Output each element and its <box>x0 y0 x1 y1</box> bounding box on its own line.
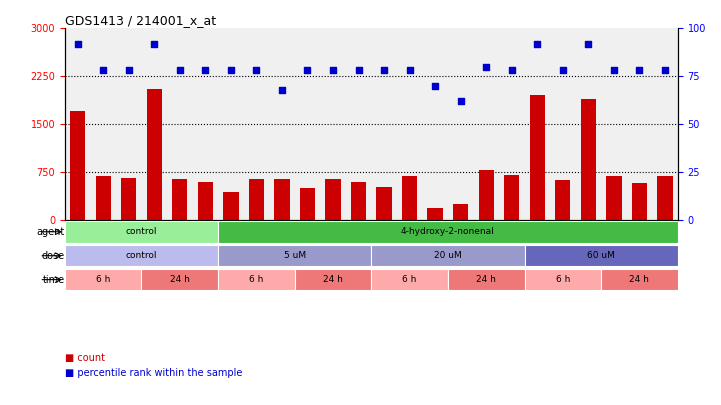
Point <box>659 67 671 74</box>
Point <box>225 67 236 74</box>
Text: 24 h: 24 h <box>629 275 650 284</box>
Text: 6 h: 6 h <box>556 275 570 284</box>
Point <box>455 98 466 104</box>
Bar <box>121 178 136 220</box>
Bar <box>632 183 647 220</box>
Bar <box>274 179 290 220</box>
Bar <box>224 192 239 220</box>
Bar <box>198 182 213 220</box>
Bar <box>555 179 570 220</box>
Bar <box>580 98 596 220</box>
Point <box>430 83 441 89</box>
Point <box>531 40 543 47</box>
Text: 6 h: 6 h <box>249 275 264 284</box>
Text: 5 uM: 5 uM <box>283 251 306 260</box>
Text: 24 h: 24 h <box>323 275 343 284</box>
Point <box>404 67 415 74</box>
FancyBboxPatch shape <box>371 269 448 290</box>
Point <box>123 67 135 74</box>
Bar <box>351 181 366 220</box>
Point <box>480 64 492 70</box>
Bar <box>530 95 545 220</box>
Bar <box>95 177 111 220</box>
Point <box>174 67 185 74</box>
FancyBboxPatch shape <box>218 269 295 290</box>
Bar <box>453 204 469 220</box>
Text: 24 h: 24 h <box>170 275 190 284</box>
FancyBboxPatch shape <box>525 245 678 266</box>
Point <box>506 67 518 74</box>
FancyBboxPatch shape <box>65 269 141 290</box>
Bar <box>428 208 443 220</box>
Point <box>276 86 288 93</box>
Point <box>557 67 569 74</box>
FancyBboxPatch shape <box>65 221 218 243</box>
Text: control: control <box>125 251 157 260</box>
Bar <box>479 170 494 220</box>
FancyBboxPatch shape <box>218 245 371 266</box>
Text: time: time <box>43 275 65 285</box>
FancyBboxPatch shape <box>448 269 525 290</box>
FancyBboxPatch shape <box>295 269 371 290</box>
FancyBboxPatch shape <box>525 269 601 290</box>
Text: 24 h: 24 h <box>477 275 496 284</box>
Point <box>608 67 619 74</box>
Text: ■ percentile rank within the sample: ■ percentile rank within the sample <box>65 368 242 377</box>
Point <box>200 67 211 74</box>
Text: dose: dose <box>42 251 65 261</box>
Bar <box>70 111 85 220</box>
Text: 6 h: 6 h <box>96 275 110 284</box>
FancyBboxPatch shape <box>141 269 218 290</box>
Point <box>97 67 109 74</box>
Text: 4-hydroxy-2-nonenal: 4-hydroxy-2-nonenal <box>401 227 495 236</box>
Bar <box>172 179 187 220</box>
Bar <box>325 179 340 220</box>
Bar <box>402 177 417 220</box>
Text: agent: agent <box>37 227 65 237</box>
FancyBboxPatch shape <box>601 269 678 290</box>
Text: ■ count: ■ count <box>65 354 105 363</box>
Point <box>149 40 160 47</box>
Point <box>634 67 645 74</box>
Point <box>327 67 339 74</box>
Point <box>379 67 390 74</box>
Bar <box>376 187 392 220</box>
FancyBboxPatch shape <box>371 245 525 266</box>
Bar <box>504 175 519 220</box>
Point <box>251 67 262 74</box>
Bar <box>249 179 264 220</box>
Point <box>353 67 364 74</box>
Bar <box>658 176 673 220</box>
Bar <box>606 177 622 220</box>
Text: 60 uM: 60 uM <box>587 251 615 260</box>
Text: control: control <box>125 227 157 236</box>
Bar <box>300 188 315 220</box>
Bar <box>146 89 162 220</box>
Point <box>301 67 313 74</box>
Text: 20 uM: 20 uM <box>434 251 461 260</box>
FancyBboxPatch shape <box>218 221 678 243</box>
Point <box>583 40 594 47</box>
Text: 6 h: 6 h <box>402 275 417 284</box>
Text: GDS1413 / 214001_x_at: GDS1413 / 214001_x_at <box>65 14 216 27</box>
FancyBboxPatch shape <box>65 245 218 266</box>
Point <box>72 40 84 47</box>
